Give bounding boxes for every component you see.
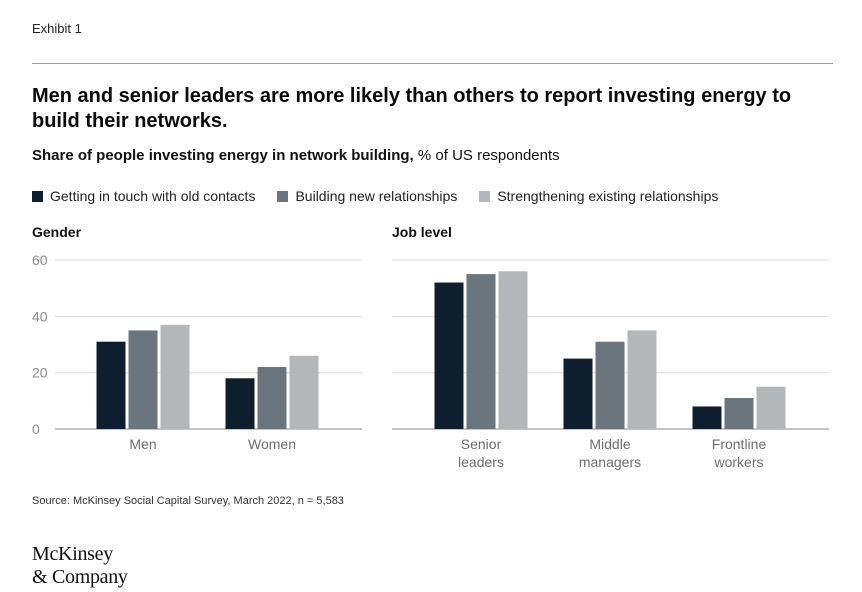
subtitle-unit: % of US respondents: [413, 147, 560, 164]
bar-job-level-0-2: [498, 271, 528, 429]
bar-gender-1-0: [225, 378, 255, 429]
legend-item-new-relationships: Building new relationships: [277, 188, 457, 204]
bar-gender-0-2: [160, 324, 190, 429]
bar-job-level-1-2: [627, 330, 657, 429]
bar-job-level-1-0: [563, 358, 593, 429]
bar-job-level-2-1: [724, 398, 754, 429]
legend-swatch-old-contacts: [32, 190, 43, 202]
legend-label-old-contacts: Getting in touch with old contacts: [50, 188, 256, 204]
bar-gender-0-1: [128, 330, 158, 429]
x-tick-label-job-level: Frontline: [712, 436, 767, 452]
panel-title-gender: Gender: [32, 224, 82, 240]
y-tick-label: 40: [32, 308, 48, 324]
x-tick-label-gender: Women: [248, 436, 296, 452]
x-tick-label-job-level: managers: [579, 454, 641, 470]
legend-swatch-existing-relationships: [479, 190, 491, 202]
logo-line-1: McKinsey: [32, 543, 113, 565]
y-tick-label: 20: [32, 365, 48, 381]
legend-item-old-contacts: Getting in touch with old contacts: [32, 188, 255, 204]
legend-label-existing-relationships: Strengthening existing relationships: [497, 188, 719, 204]
panel-title-job-level: Job level: [392, 224, 452, 240]
bar-chart: 60 40 20 0 Men Women Senior leaders Middle manage…: [32, 252, 829, 470]
bar-gender-1-1: [257, 367, 287, 429]
x-tick-label-job-level: workers: [713, 454, 763, 470]
y-tick-label: 60: [32, 252, 48, 268]
legend-item-existing-relationships: Strengthening existing relationships: [479, 188, 718, 204]
subtitle-bold: Share of people investing energy in netw…: [32, 147, 414, 164]
bar-gender-1-2: [289, 355, 319, 429]
header-divider: [32, 63, 833, 64]
chart-subtitle: Share of people investing energy in netw…: [32, 147, 560, 164]
chart-title: Men and senior leaders are more likely t…: [32, 85, 792, 132]
x-tick-label-job-level: Senior: [461, 436, 502, 452]
source-note: Source: McKinsey Social Capital Survey, …: [32, 495, 344, 507]
legend-swatch-new-relationships: [277, 190, 289, 202]
bar-job-level-2-2: [756, 386, 786, 429]
x-tick-label-gender: Men: [129, 436, 156, 452]
bar-job-level-0-1: [466, 274, 496, 429]
bar-job-level-0-0: [434, 282, 464, 429]
mckinsey-logo: McKinsey & Company: [32, 543, 128, 589]
legend: Getting in touch with old contacts Build…: [32, 188, 740, 204]
bar-job-level-1-1: [595, 341, 625, 429]
logo-line-2: & Company: [32, 566, 128, 588]
legend-label-new-relationships: Building new relationships: [295, 188, 458, 204]
bar-gender-0-0: [96, 341, 126, 429]
bar-job-level-2-0: [692, 406, 722, 429]
x-tick-label-job-level: Middle: [589, 436, 630, 452]
y-tick-label: 0: [32, 421, 40, 437]
x-tick-label-job-level: leaders: [458, 454, 504, 470]
exhibit-label: Exhibit 1: [32, 21, 82, 36]
